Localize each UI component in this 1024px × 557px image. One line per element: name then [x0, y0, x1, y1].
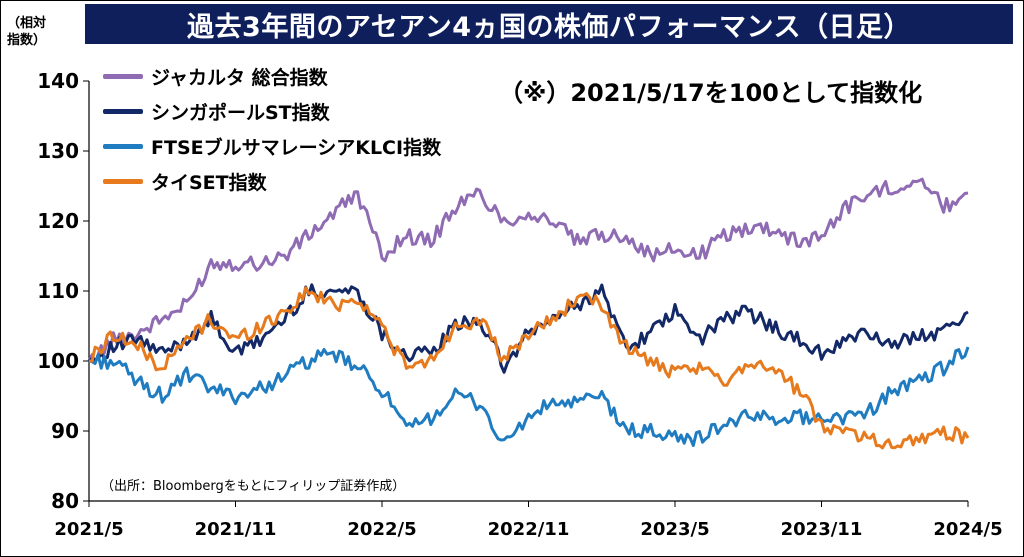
- chart-note: （※）2021/5/17を100として指数化: [499, 79, 923, 107]
- y-tick-label: 120: [37, 209, 79, 233]
- legend-item-singapore: シンガポールST指数: [103, 97, 330, 125]
- y-tick-label: 110: [37, 279, 79, 303]
- y-tick-label: 100: [37, 349, 79, 373]
- x-tick-label: 2022/5: [347, 519, 416, 540]
- series-line-2: [88, 346, 970, 447]
- series-lines: [87, 177, 970, 450]
- legend-item-ftse-klci: FTSEブルサマレーシアKLCI指数: [103, 132, 441, 160]
- legend-item-set: タイSET指数: [103, 167, 267, 195]
- x-tick-label: 2023/11: [781, 519, 863, 540]
- chart-axes: 80 90 100 110 120 130 140 2021/5 2021/11 2022/5 20…: [37, 69, 1002, 540]
- series-line-3: [89, 286, 970, 450]
- y-tick-label: 140: [37, 69, 79, 93]
- legend-label-jakarta: ジャカルタ 総合指数: [151, 66, 328, 89]
- legend-label-ftse-klci: FTSEブルサマレーシアKLCI指数: [151, 136, 442, 159]
- source-note: （出所：Bloombergをもとにフィリップ証券作成）: [101, 479, 406, 494]
- y-unit-line-1: （相対: [7, 16, 47, 31]
- y-tick-label: 80: [51, 489, 79, 513]
- y-unit-line-2: 指数）: [7, 33, 47, 48]
- x-tick-label: 2023/5: [640, 519, 709, 540]
- y-tick-label: 90: [51, 419, 79, 443]
- legend-swatch-ftse-klci: [103, 143, 143, 149]
- y-unit-label: （相対 指数）: [7, 15, 46, 49]
- x-tick-label: 2024/5: [933, 519, 1002, 540]
- series-line-1: [88, 283, 969, 374]
- y-tick-label: 130: [37, 139, 79, 163]
- legend-swatch-jakarta: [103, 73, 143, 79]
- legend-item-jakarta: ジャカルタ 総合指数: [103, 62, 328, 90]
- x-tick-label: 2022/11: [488, 519, 570, 540]
- legend-label-singapore: シンガポールST指数: [151, 101, 330, 124]
- x-tick-label: 2021/11: [195, 519, 277, 540]
- legend-swatch-set: [103, 178, 143, 184]
- legend-label-set: タイSET指数: [151, 171, 267, 194]
- series-line-0: [87, 177, 969, 364]
- chart-title: 過去3年間のアセアン4ヵ国の株価パフォーマンス（日足）: [85, 4, 1013, 44]
- x-tick-label: 2021/5: [54, 519, 123, 540]
- legend-swatch-singapore: [103, 108, 143, 114]
